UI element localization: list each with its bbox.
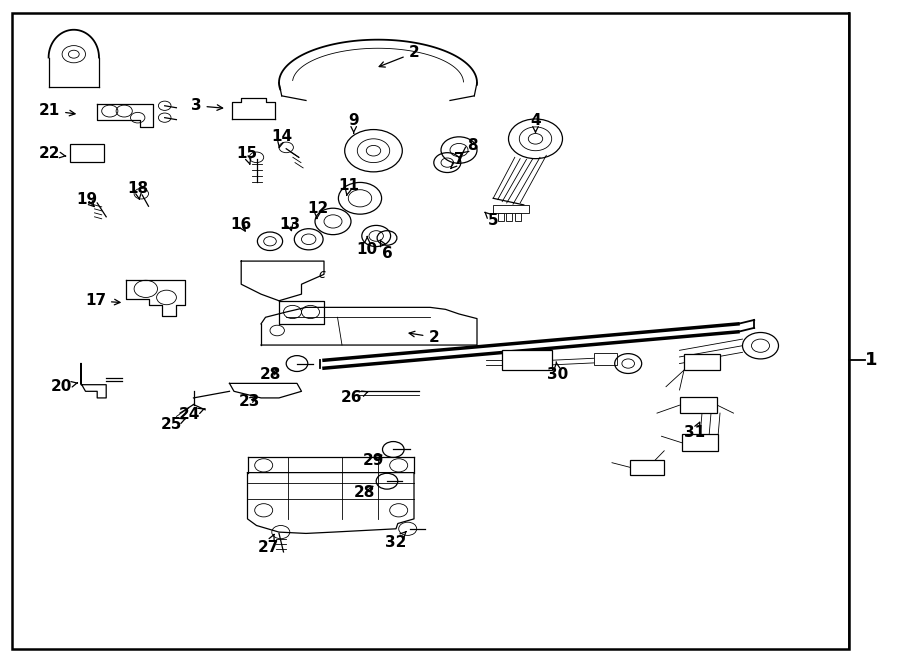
FancyBboxPatch shape xyxy=(70,144,104,162)
Text: 28: 28 xyxy=(259,368,281,382)
Text: 11: 11 xyxy=(338,178,360,196)
FancyBboxPatch shape xyxy=(498,213,504,221)
Text: 17: 17 xyxy=(85,293,120,308)
Text: 18: 18 xyxy=(127,181,148,199)
FancyBboxPatch shape xyxy=(682,434,718,451)
Text: 7: 7 xyxy=(451,153,464,169)
Text: 28: 28 xyxy=(354,485,375,500)
Text: 6: 6 xyxy=(381,240,392,260)
Text: 32: 32 xyxy=(385,531,407,549)
Text: 2: 2 xyxy=(379,46,419,67)
Text: 2: 2 xyxy=(410,330,439,344)
FancyBboxPatch shape xyxy=(493,205,529,213)
FancyBboxPatch shape xyxy=(506,213,512,221)
FancyBboxPatch shape xyxy=(594,353,616,365)
Text: 1: 1 xyxy=(865,351,878,369)
FancyBboxPatch shape xyxy=(680,397,717,413)
FancyBboxPatch shape xyxy=(515,213,521,221)
Text: 13: 13 xyxy=(279,217,301,232)
FancyBboxPatch shape xyxy=(684,354,720,370)
Text: 5: 5 xyxy=(485,212,499,227)
Text: 16: 16 xyxy=(230,217,252,232)
Text: 14: 14 xyxy=(271,130,292,147)
Text: 10: 10 xyxy=(356,237,378,257)
Text: 19: 19 xyxy=(76,192,98,207)
FancyBboxPatch shape xyxy=(630,460,664,475)
Text: 4: 4 xyxy=(530,114,541,132)
Text: 8: 8 xyxy=(462,138,478,153)
Text: 20: 20 xyxy=(50,379,77,394)
Text: 24: 24 xyxy=(178,407,205,422)
Text: 29: 29 xyxy=(363,453,384,468)
Text: c: c xyxy=(319,268,326,281)
Text: 3: 3 xyxy=(191,98,222,113)
Text: 9: 9 xyxy=(348,113,359,134)
Text: 25: 25 xyxy=(160,417,185,432)
FancyBboxPatch shape xyxy=(12,13,849,649)
Text: 27: 27 xyxy=(257,534,279,555)
Text: 12: 12 xyxy=(307,201,328,219)
Text: 31: 31 xyxy=(684,422,706,440)
Text: 22: 22 xyxy=(39,146,66,161)
Text: 30: 30 xyxy=(547,362,569,382)
FancyBboxPatch shape xyxy=(502,350,552,370)
Text: 26: 26 xyxy=(340,391,368,405)
Text: 23: 23 xyxy=(238,394,260,408)
Text: 21: 21 xyxy=(39,103,75,118)
Text: 15: 15 xyxy=(236,146,257,164)
